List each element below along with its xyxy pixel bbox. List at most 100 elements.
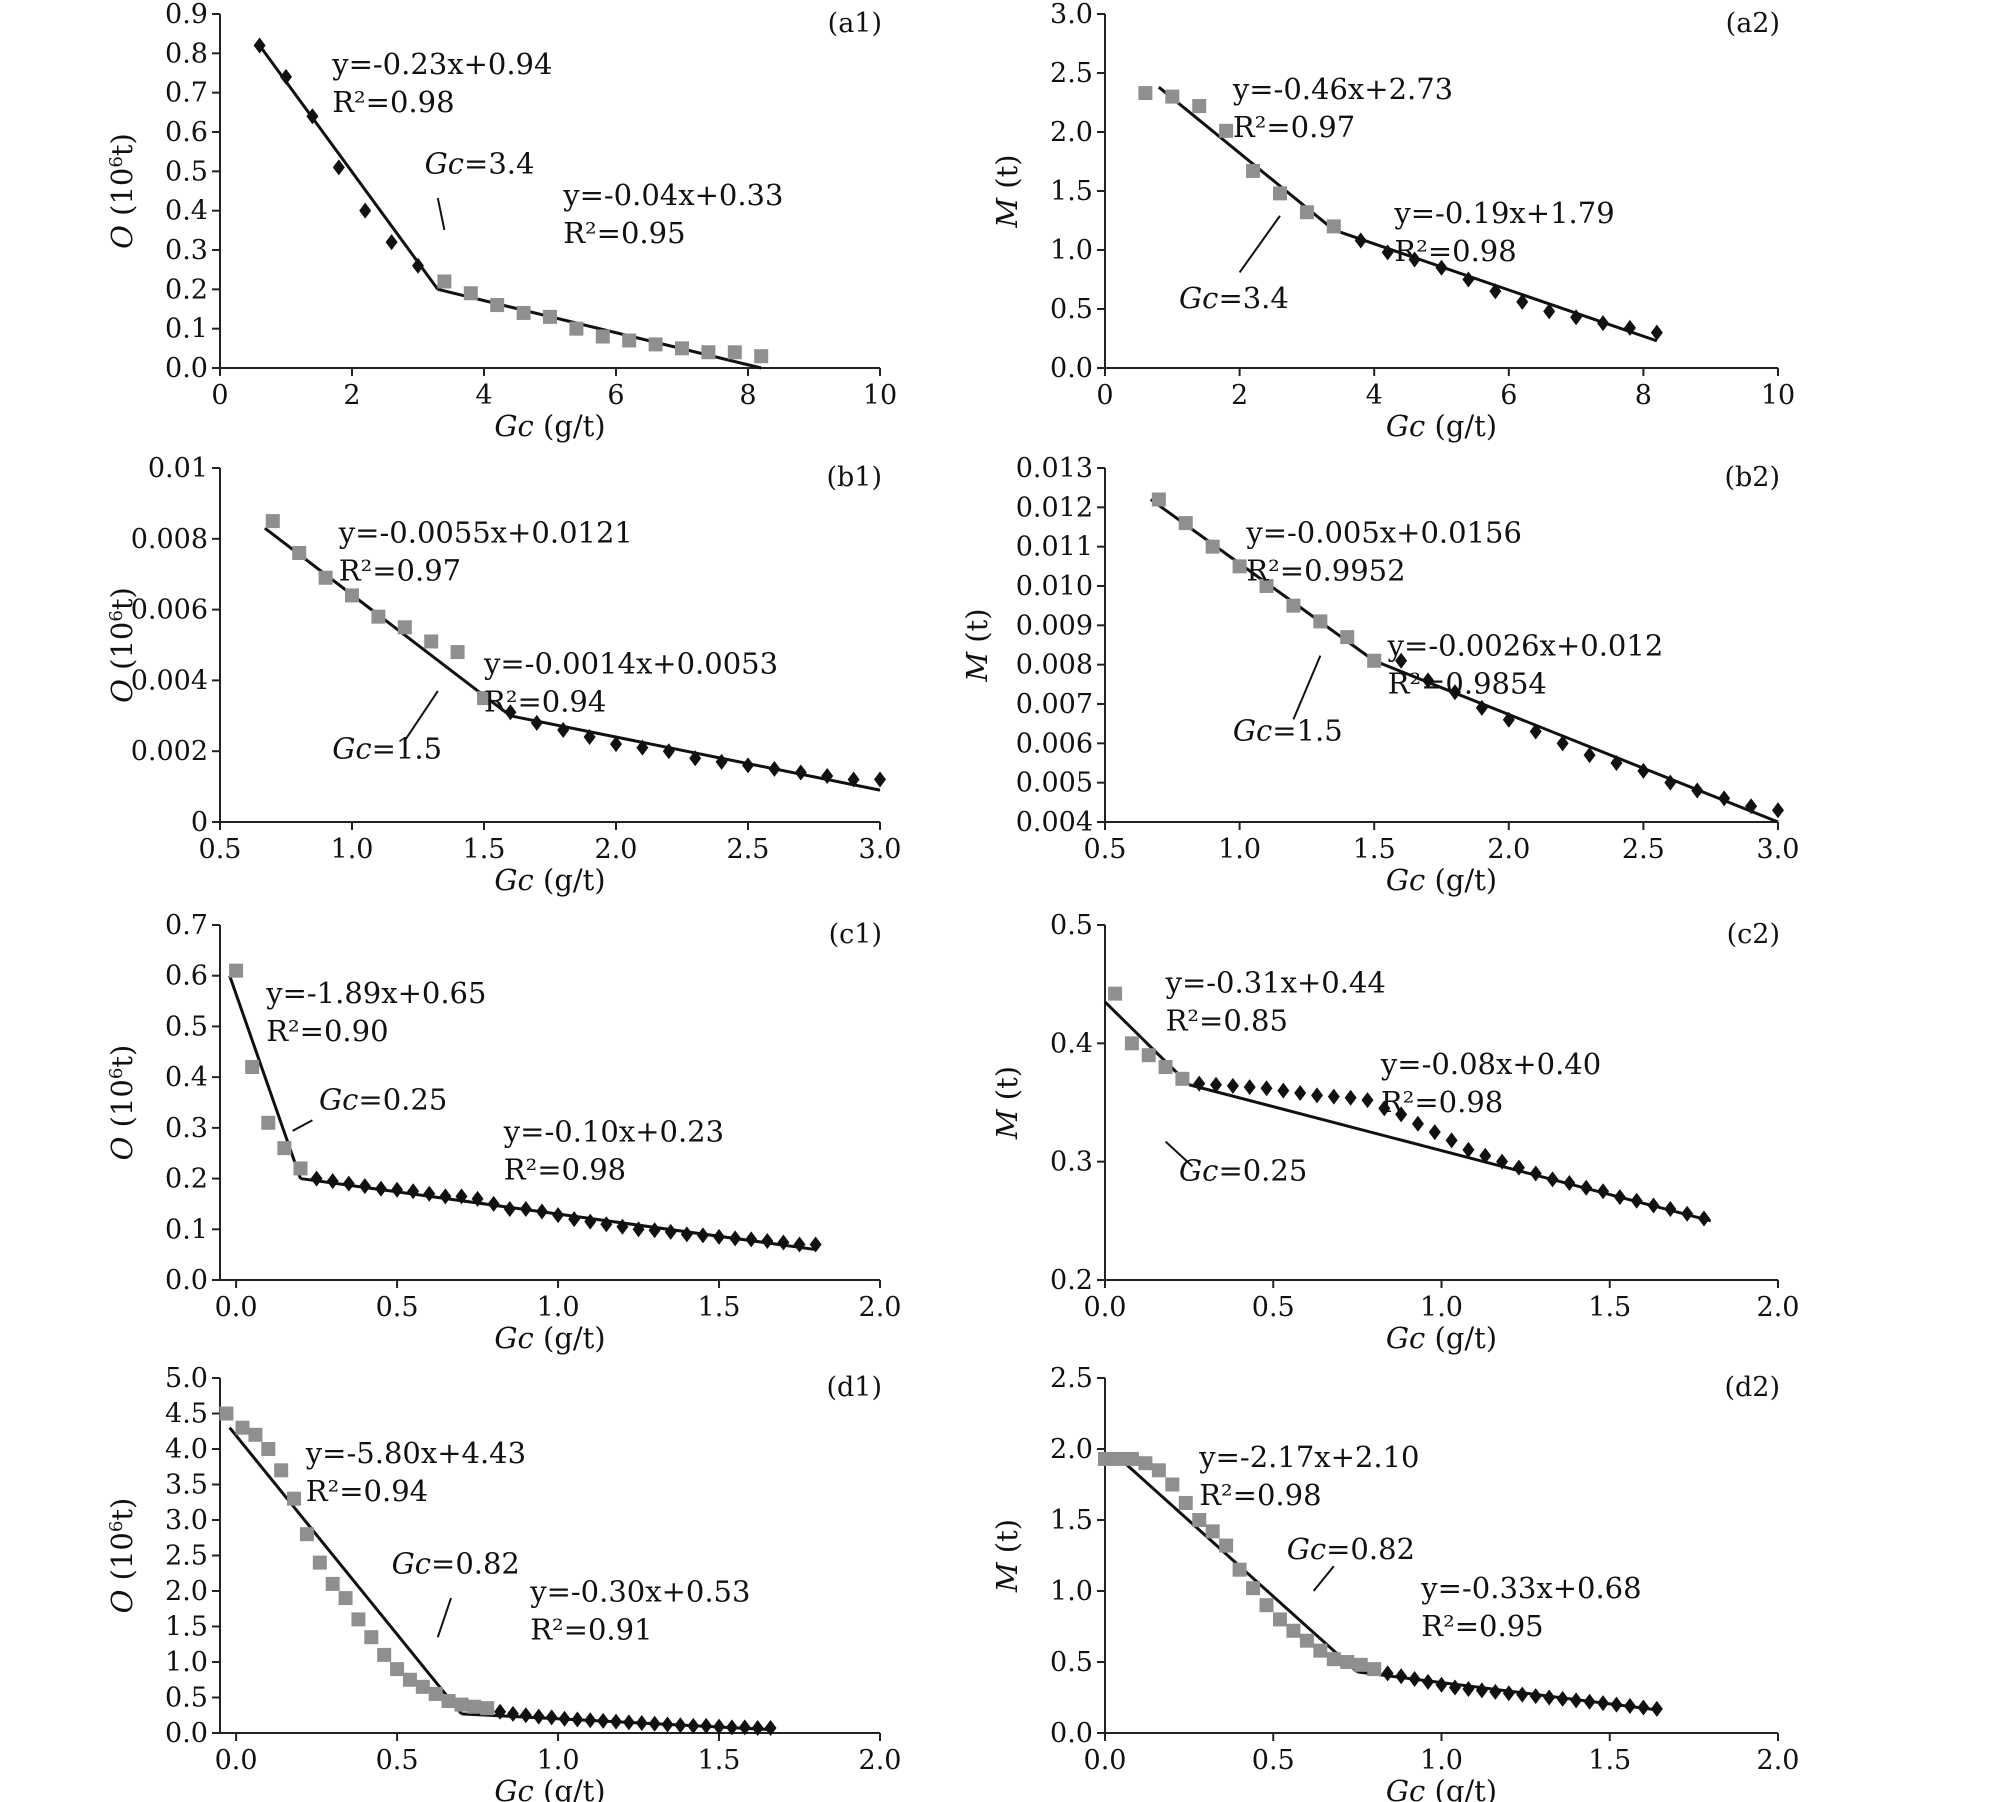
y-tick-label: 0.0	[165, 353, 208, 384]
y-tick-label: 0.6	[165, 117, 208, 148]
equation-label: y=-0.31x+0.44	[1165, 965, 1386, 999]
data-point-diamond	[610, 1713, 622, 1730]
data-point-square	[390, 1662, 405, 1677]
data-point-diamond	[1610, 1696, 1623, 1713]
data-point-diamond	[1630, 1192, 1643, 1209]
data-point-diamond	[584, 1712, 597, 1729]
data-point-diamond	[280, 68, 292, 85]
data-point-square	[450, 645, 465, 660]
x-tick-label: 1.5	[463, 834, 506, 865]
x-tick-label: 1.0	[1420, 1292, 1463, 1323]
data-point-diamond	[342, 1175, 355, 1192]
data-point-diamond	[1664, 1201, 1677, 1217]
data-point-diamond	[326, 1173, 339, 1190]
data-point-diamond	[1580, 1179, 1593, 1196]
panel-label: (a2)	[1726, 8, 1780, 39]
data-point-square	[1151, 1463, 1166, 1478]
data-point-square	[299, 1527, 314, 1542]
x-axis-label: Gc (g/t)	[1386, 409, 1497, 443]
data-point-square	[516, 305, 531, 320]
y-tick-label: 2.5	[1050, 58, 1093, 89]
data-point-diamond	[689, 750, 702, 767]
data-point-diamond	[1543, 1689, 1556, 1706]
r-squared-label: R²=0.9854	[1388, 667, 1547, 701]
data-point-square	[1232, 559, 1247, 574]
y-tick-label: 0.3	[165, 1113, 208, 1144]
data-point-diamond	[680, 1226, 693, 1243]
data-point-diamond	[1448, 1679, 1461, 1696]
x-tick-label: 1.5	[1588, 1745, 1631, 1776]
data-point-diamond	[557, 721, 570, 738]
data-point-diamond	[696, 1227, 709, 1244]
x-tick-label: 1.0	[1218, 834, 1261, 865]
y-tick-label: 0.7	[165, 910, 208, 941]
data-point-square	[1124, 1036, 1139, 1051]
y-tick-label: 0.4	[165, 1062, 208, 1093]
data-point-diamond	[597, 1712, 610, 1729]
data-point-diamond	[793, 1236, 806, 1253]
y-tick-label: 0.2	[165, 1164, 208, 1195]
x-tick-label: 1.5	[698, 1292, 741, 1323]
data-point-diamond	[1772, 802, 1784, 819]
data-point-diamond	[1395, 1668, 1408, 1685]
equation-label: y=-0.30x+0.53	[529, 1575, 750, 1609]
x-tick-label: 0.0	[1084, 1292, 1127, 1323]
data-point-square	[477, 691, 491, 706]
y-axis-label: O (106t)	[105, 133, 139, 249]
panel-d1: 0.00.51.01.52.02.53.03.54.04.55.00.0 0.5 1…	[105, 1363, 901, 1802]
data-point-diamond	[661, 1716, 674, 1733]
equation-label: y=-0.0014x+0.0053	[483, 646, 778, 680]
data-point-diamond	[1395, 1106, 1408, 1123]
data-point-square	[1151, 492, 1166, 507]
data-point-diamond	[1583, 1693, 1596, 1710]
data-point-square	[1326, 1652, 1341, 1667]
data-point-diamond	[821, 767, 834, 784]
data-point-square	[1178, 1495, 1193, 1510]
data-point-diamond	[610, 736, 622, 753]
data-point-diamond	[1502, 711, 1515, 728]
data-point-square	[467, 1699, 482, 1714]
data-point-diamond	[1570, 1692, 1583, 1709]
y-tick-label: 0.5	[1050, 294, 1093, 325]
data-point-diamond	[1496, 1153, 1509, 1170]
data-point-square	[397, 620, 412, 635]
x-tick-label: 2.0	[859, 1292, 902, 1323]
y-tick-label: 0.0	[165, 1265, 208, 1296]
gc-threshold-label: Gc=0.25	[1179, 1154, 1307, 1188]
data-point-diamond	[532, 1708, 545, 1725]
data-point-diamond	[1691, 782, 1704, 799]
data-point-square	[312, 1555, 327, 1570]
y-axis-label: M (t)	[990, 1519, 1024, 1593]
x-axis-label: Gc (g/t)	[1386, 1774, 1497, 1802]
data-point-diamond	[1529, 1165, 1542, 1182]
r-squared-label: R²=0.94	[484, 684, 606, 718]
y-tick-label: 3.0	[165, 1505, 208, 1536]
data-point-square	[1141, 1048, 1156, 1063]
gc-leader-line	[436, 197, 446, 231]
data-point-diamond	[359, 202, 372, 219]
data-point-diamond	[439, 1188, 452, 1205]
panel-d2: 0.0 0.5 1.0 1.5 2.0 2.5 0.0 0.5 1.0 1.5 2.0 Gc (g/t…	[990, 1363, 1799, 1802]
data-point-square	[1158, 1060, 1173, 1074]
data-point-diamond	[600, 1216, 613, 1233]
x-tick-label: 0.5	[1252, 1745, 1295, 1776]
data-point-square	[1138, 1456, 1153, 1471]
data-point-square	[543, 309, 557, 324]
y-tick-label: 0.006	[131, 595, 208, 626]
x-tick-label: 1.5	[698, 1745, 741, 1776]
data-point-square	[248, 1427, 263, 1442]
y-tick-label: 0.013	[1016, 453, 1093, 484]
data-point-square	[1367, 1662, 1382, 1677]
gc-leader-line	[436, 1597, 452, 1638]
data-point-square	[1111, 1451, 1126, 1466]
gc-leader-line	[292, 1119, 313, 1132]
gc-threshold-label: Gc=0.82	[1287, 1532, 1415, 1566]
data-point-diamond	[1428, 1124, 1441, 1141]
data-point-square	[1108, 986, 1123, 1001]
data-point-square	[441, 1694, 456, 1709]
y-tick-label: 4.5	[165, 1399, 208, 1430]
data-point-diamond	[700, 1717, 713, 1734]
data-point-diamond	[1479, 1147, 1492, 1164]
r-squared-label: R²=0.98	[1381, 1085, 1503, 1119]
y-tick-label: 0.01	[148, 453, 208, 484]
